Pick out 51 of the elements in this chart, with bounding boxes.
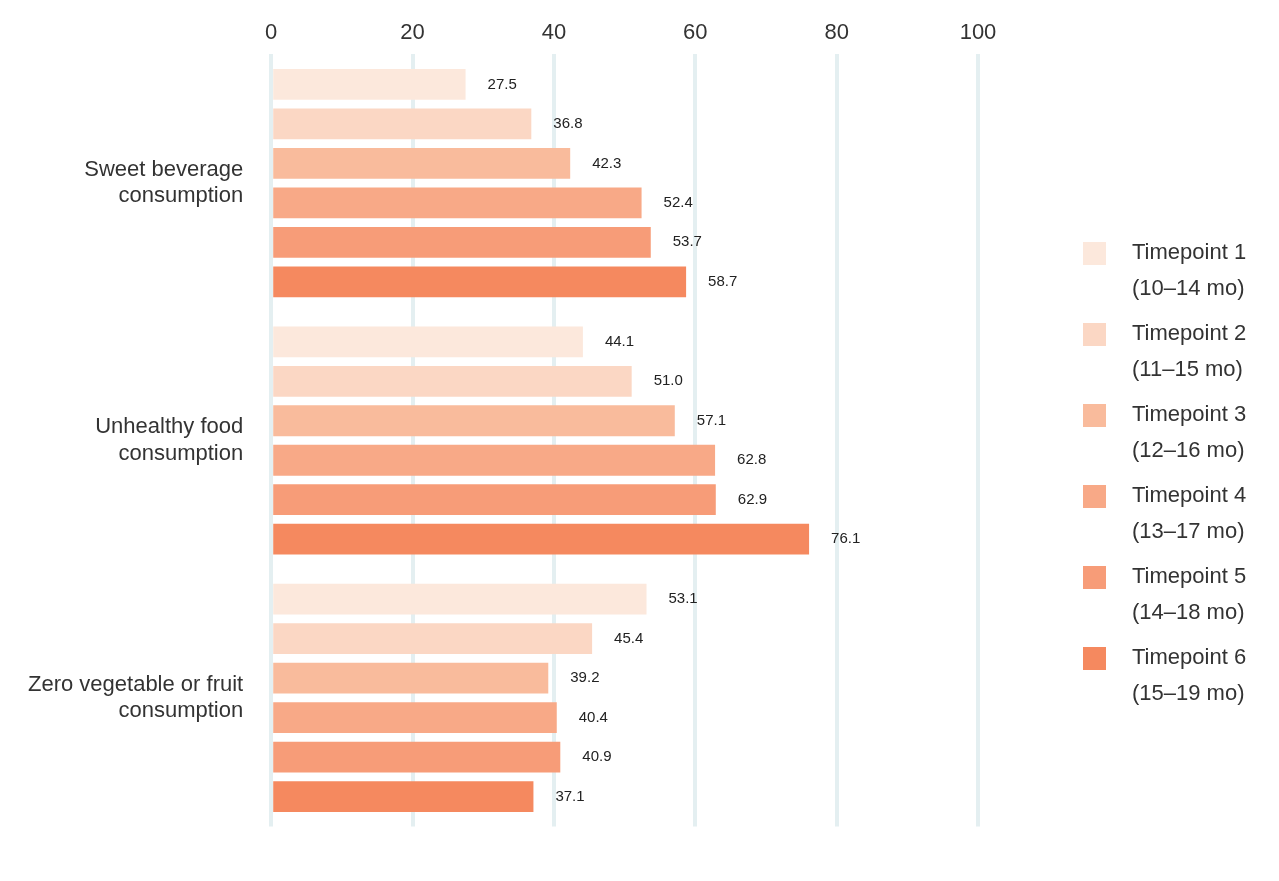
bar — [273, 702, 557, 734]
bar — [273, 326, 583, 358]
text: 39.2 — [570, 668, 600, 686]
bar — [273, 108, 532, 140]
text: 40.9 — [582, 747, 612, 765]
bar — [273, 405, 675, 437]
bar — [273, 781, 534, 812]
bar — [273, 226, 651, 258]
bar — [273, 365, 632, 397]
bar — [273, 523, 810, 555]
text: 62.8 — [737, 450, 767, 468]
y-tick-label: Unhealthy food consumption — [95, 413, 244, 465]
legend-label: Timepoint 5 (14–18 mo) — [1132, 562, 1247, 626]
x-tick-label: 0 — [265, 19, 278, 45]
x-tick-label: 40 — [541, 19, 567, 45]
bar — [273, 266, 687, 298]
text: 53.7 — [672, 232, 702, 250]
bar — [273, 583, 647, 615]
text: 45.4 — [614, 628, 644, 646]
text: 52.4 — [663, 192, 693, 210]
y-tick-label: Sweet beverage consumption — [84, 155, 244, 208]
text: 44.1 — [604, 331, 635, 349]
bar — [273, 444, 716, 476]
x-tick-label: 60 — [683, 19, 708, 45]
legend-label: Timepoint 2 (11–15 mo) — [1132, 319, 1247, 383]
bar — [273, 147, 571, 179]
bar — [273, 623, 593, 655]
legend-label: Timepoint 1 (10–14 mo) — [1132, 238, 1247, 302]
text: 76.1 — [831, 529, 861, 547]
text: 40.4 — [578, 707, 608, 725]
text: 51.0 — [653, 371, 683, 389]
bar — [273, 662, 549, 694]
x-tick-label: 20 — [400, 19, 425, 45]
text: 58.7 — [708, 271, 738, 289]
text: 37.1 — [555, 786, 585, 804]
x-tick-label: 80 — [824, 19, 849, 45]
legend-label: Timepoint 3 (12–16 mo) — [1132, 400, 1247, 464]
text: 57.1 — [696, 410, 726, 428]
bar — [273, 484, 716, 516]
text: 53.1 — [668, 589, 698, 607]
bar — [273, 741, 561, 773]
legend-label: Timepoint 6 (15–19 mo) — [1132, 643, 1247, 707]
bar — [273, 187, 642, 219]
text: 42.3 — [592, 153, 622, 171]
text: 62.9 — [737, 489, 767, 507]
y-tick-label: Zero vegetable or fruit consumption — [27, 670, 244, 723]
x-tick-label: 100 — [959, 19, 997, 45]
text: 27.5 — [487, 74, 517, 92]
legend-label: Timepoint 4 (13–17 mo) — [1132, 481, 1247, 545]
text: 36.8 — [553, 114, 583, 132]
bar — [273, 69, 466, 100]
